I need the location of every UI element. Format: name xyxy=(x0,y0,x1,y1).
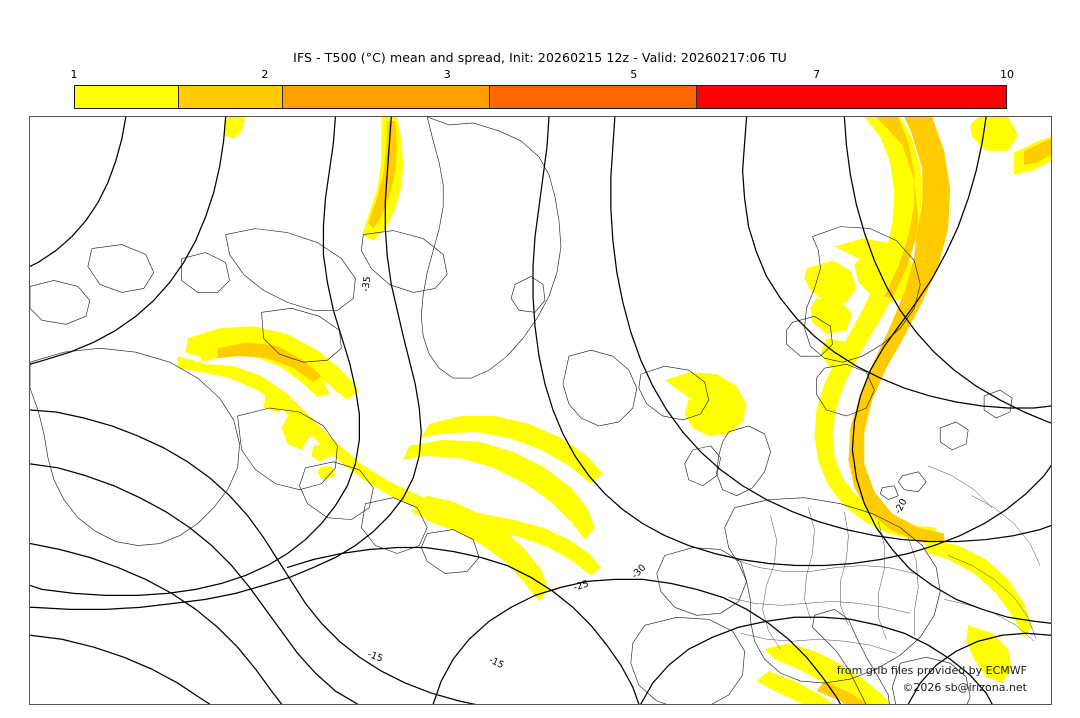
spread-shading-layer xyxy=(177,117,1051,704)
colorbar-tick-label-1: 1 xyxy=(70,68,78,81)
map-panel[interactable]: -35 -30 -25 -20 -20 -15 -15 from grib fi… xyxy=(29,116,1052,705)
page-title: IFS - T500 (°C) mean and spread, Init: 2… xyxy=(293,50,787,65)
colorbar-tick-label-7: 7 xyxy=(813,68,821,81)
colorbar-segment xyxy=(696,86,1006,108)
colorbar-tick-label-2: 2 xyxy=(261,68,269,81)
colorbar-segment xyxy=(178,86,282,108)
contour-label: -30 xyxy=(630,562,649,581)
contour-label: -20 xyxy=(893,497,910,516)
contour-label: -15 xyxy=(366,649,384,665)
contour-label: -15 xyxy=(487,655,506,672)
colorbar-segment xyxy=(282,86,489,108)
colorbar-gradient xyxy=(74,85,1007,109)
colorbar-tick-label-5: 5 xyxy=(630,68,638,81)
colorbar-segment xyxy=(75,86,178,108)
contour-label: -35 xyxy=(360,276,373,293)
colorbar-segment xyxy=(489,86,696,108)
contour-label: -25 xyxy=(572,578,590,593)
colorbar-tick-label-3: 3 xyxy=(443,68,451,81)
colorbar-tick-label-10: 10 xyxy=(1000,68,1014,81)
colorbar: 1 2 3 5 7 10 xyxy=(71,68,1014,109)
isoline-layer xyxy=(30,117,1051,704)
map-canvas: -35 -30 -25 -20 -20 -15 -15 xyxy=(30,117,1051,704)
